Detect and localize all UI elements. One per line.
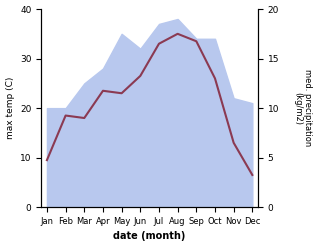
X-axis label: date (month): date (month) bbox=[114, 231, 186, 242]
Y-axis label: med. precipitation
(kg/m2): med. precipitation (kg/m2) bbox=[293, 69, 313, 147]
Y-axis label: max temp (C): max temp (C) bbox=[5, 77, 15, 139]
